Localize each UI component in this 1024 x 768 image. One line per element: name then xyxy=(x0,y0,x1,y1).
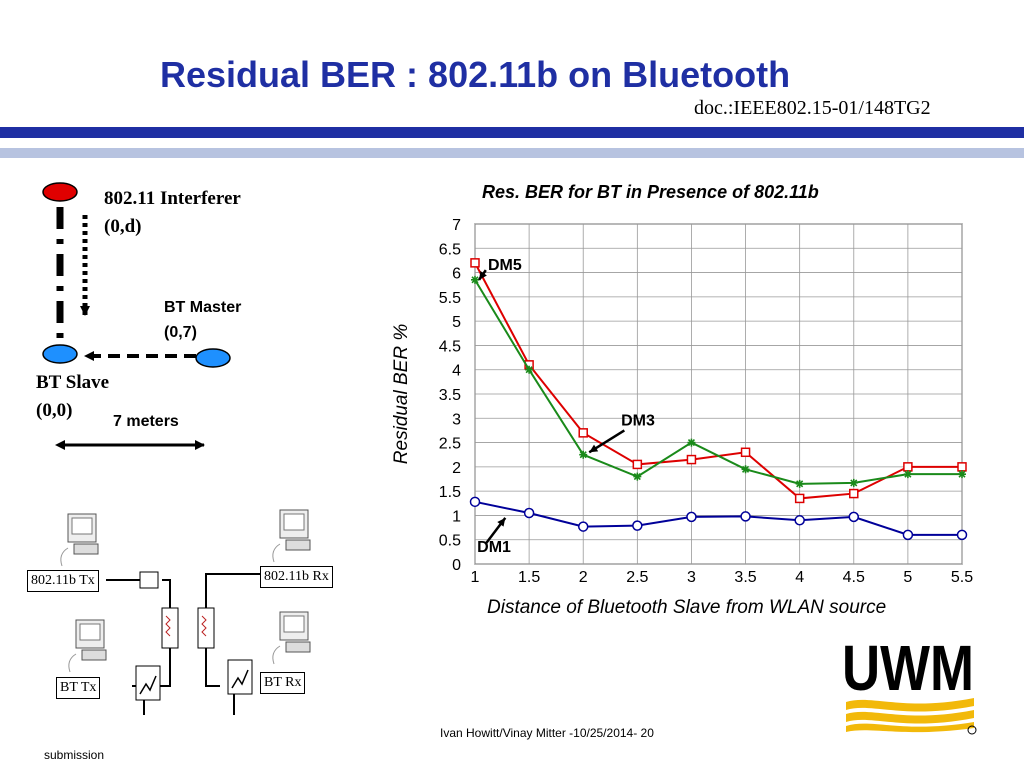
y-tick-label: 4.5 xyxy=(439,338,461,355)
x-tick-label: 3.5 xyxy=(734,569,756,586)
y-tick-label: 1 xyxy=(452,508,461,525)
data-point xyxy=(579,450,588,459)
x-axis-label: Distance of Bluetooth Slave from WLAN so… xyxy=(487,597,887,618)
bt-master-node xyxy=(195,348,231,368)
network-diagram xyxy=(60,509,311,715)
data-point xyxy=(958,470,966,479)
distance-label: 7 meters xyxy=(113,413,179,430)
y-tick-label: 5 xyxy=(452,314,461,331)
data-point xyxy=(794,493,805,504)
data-point xyxy=(632,520,643,531)
wlan-tx-label: 802.11b Tx xyxy=(27,570,99,592)
y-tick-label: 0.5 xyxy=(439,533,461,550)
data-point xyxy=(903,470,912,479)
y-tick-label: 0 xyxy=(452,557,461,574)
y-axis-label: Residual BER % xyxy=(391,324,412,465)
y-tick-label: 2 xyxy=(452,460,461,477)
geometry-diagram xyxy=(42,182,231,450)
data-point xyxy=(686,511,697,523)
series-line-DM1 xyxy=(474,500,962,536)
data-point xyxy=(470,258,480,268)
y-tick-label: 5.5 xyxy=(439,290,461,307)
wlan-rx-label: 802.11b Rx xyxy=(260,566,333,588)
submission-label: submission xyxy=(44,748,105,762)
interferer-coord: (0,d) xyxy=(104,216,142,237)
x-tick-label: 5.5 xyxy=(951,569,973,586)
x-tick-label: 4.5 xyxy=(843,569,865,586)
data-point xyxy=(848,511,860,523)
master-coord: (0,7) xyxy=(164,324,197,341)
data-point xyxy=(902,529,914,541)
chart-title: Res. BER for BT in Presence of 802.11b xyxy=(482,182,819,202)
data-point xyxy=(687,438,696,447)
series-line-series-2 xyxy=(474,279,962,485)
y-tick-label: 4 xyxy=(452,363,461,380)
bt-rx-block xyxy=(227,659,253,695)
interferer-node xyxy=(42,182,78,202)
x-tick-label: 1.5 xyxy=(518,569,540,586)
header-divider-light xyxy=(0,148,1024,158)
data-point xyxy=(957,462,967,472)
x-tick-label: 2.5 xyxy=(626,569,648,586)
data-point xyxy=(903,462,913,472)
computer-icon xyxy=(60,513,99,567)
data-point xyxy=(849,478,858,487)
y-tick-label: 7 xyxy=(452,217,461,234)
data-point xyxy=(794,515,805,526)
logo-text: UWM xyxy=(842,634,974,704)
y-tick-label: 1.5 xyxy=(439,484,461,501)
data-point xyxy=(469,496,481,508)
residual-ber-chart: 0 0.5 1 1.5 2 2.5 3 3.5 4 4.5 5 5.5 6 6.5 7 1 1.5 2 2.5 3 3.… xyxy=(391,217,973,586)
master-label: BT Master xyxy=(164,299,242,316)
wlan-tx-block xyxy=(139,571,159,589)
annotation-arrowhead xyxy=(589,444,599,453)
data-point xyxy=(525,365,534,374)
y-tick-label: 3 xyxy=(452,411,461,428)
annotation-label: DM3 xyxy=(621,413,655,430)
computer-icon xyxy=(272,611,311,665)
annotation-label: DM5 xyxy=(488,257,522,274)
bt-tx-label: BT Tx xyxy=(56,677,101,699)
slave-coord: (0,0) xyxy=(36,400,73,421)
data-point xyxy=(633,472,642,481)
data-point xyxy=(740,511,751,522)
bt-slave-node xyxy=(42,344,78,364)
header-divider-dark xyxy=(0,127,1024,138)
data-point xyxy=(523,507,535,519)
y-tick-label: 3.5 xyxy=(439,387,461,404)
bt-tx-block xyxy=(135,665,161,701)
data-point xyxy=(795,479,804,488)
x-tick-label: 3 xyxy=(687,569,696,586)
x-tick-label: 1 xyxy=(471,569,480,586)
data-point xyxy=(740,447,751,458)
x-tick-label: 4 xyxy=(795,569,804,586)
data-point xyxy=(741,465,750,474)
uwm-logo: UWM xyxy=(842,634,977,735)
data-point xyxy=(849,488,859,499)
annotation-label: DM1 xyxy=(477,539,511,556)
computer-icon xyxy=(68,619,107,673)
y-tick-label: 6.5 xyxy=(439,241,461,258)
data-point xyxy=(686,454,697,465)
footer-text: Ivan Howitt/Vinay Mitter -10/25/2014- 20 xyxy=(440,726,654,740)
y-tick-label: 6 xyxy=(452,266,461,283)
data-point xyxy=(956,529,968,541)
data-point xyxy=(577,521,589,532)
x-tick-label: 2 xyxy=(579,569,588,586)
document-id: doc.:IEEE802.15-01/148TG2 xyxy=(694,97,931,119)
data-point xyxy=(632,459,643,470)
slide-title: Residual BER : 802.11b on Bluetooth xyxy=(160,54,791,95)
data-point xyxy=(471,275,479,284)
annotation-arrowhead xyxy=(497,517,506,527)
interferer-label: 802.11 Interferer xyxy=(104,188,241,209)
data-point xyxy=(578,428,588,438)
bt-rx-label: BT Rx xyxy=(260,672,306,694)
y-tick-label: 2.5 xyxy=(439,436,461,453)
annotation-arrowhead xyxy=(479,270,487,280)
x-tick-label: 5 xyxy=(903,569,912,586)
computer-icon xyxy=(272,509,311,563)
slave-label: BT Slave xyxy=(36,372,110,393)
